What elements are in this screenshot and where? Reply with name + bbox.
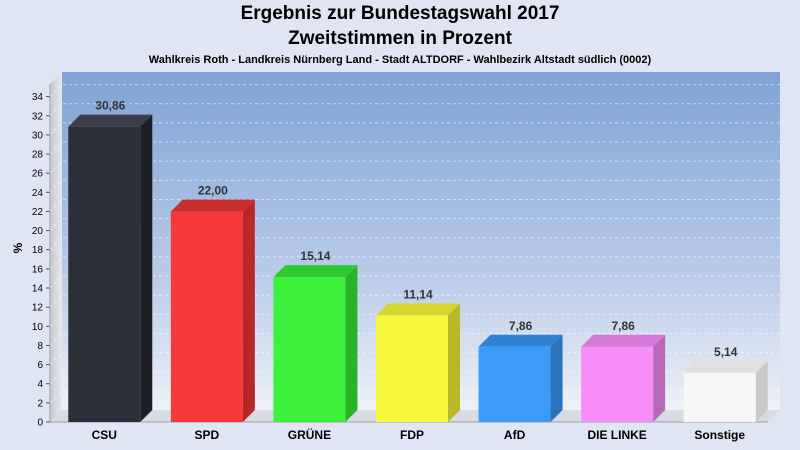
y-tick-label: 22: [32, 207, 44, 218]
y-tick-label: 20: [32, 226, 44, 237]
bar-front: [581, 346, 654, 422]
y-tick-label: 16: [32, 264, 44, 275]
y-tick-label: 12: [32, 303, 44, 314]
bar-side: [653, 334, 666, 422]
data-label: 7,86: [611, 319, 635, 333]
bar-front: [68, 126, 141, 422]
bar-grüne: 15,14: [273, 249, 358, 422]
x-tick-label: AfD: [504, 428, 526, 442]
y-tick-label: 2: [37, 398, 43, 409]
y-tick-label: 4: [37, 379, 43, 390]
y-tick-label: 8: [37, 341, 43, 352]
bar-side: [448, 303, 460, 422]
y-tick-label: 34: [32, 92, 44, 103]
y-tick-label: 32: [32, 111, 44, 122]
bar-side: [242, 199, 255, 422]
x-tick-label: CSU: [92, 428, 117, 442]
bar-front: [683, 372, 756, 422]
data-label: 7,86: [509, 319, 533, 333]
y-tick-label: 24: [32, 188, 44, 199]
data-label: 11,14: [403, 287, 433, 301]
bar-afd: 7,86: [478, 319, 563, 422]
data-label: 30,86: [95, 99, 125, 113]
bar-fdp: 11,14: [376, 287, 460, 422]
x-tick-label: FDP: [400, 428, 424, 442]
chart-subtitle: Wahlkreis Roth - Landkreis Nürnberg Land…: [148, 54, 652, 66]
bar-spd: 22,00: [170, 183, 255, 422]
bar-top: [273, 265, 358, 278]
bar-die-linke: 7,86: [581, 319, 666, 422]
y-axis-label: %: [11, 242, 25, 253]
bar-top: [68, 114, 153, 127]
plot-left-wall: [50, 72, 62, 422]
x-tick-label: GRÜNE: [288, 427, 331, 442]
y-tick-label: 10: [32, 322, 44, 333]
bar-front: [478, 346, 551, 422]
y-tick-label: 6: [37, 360, 43, 371]
bar-front: [273, 277, 346, 422]
bar-side: [550, 334, 563, 422]
data-label: 5,14: [714, 345, 738, 359]
bar-sonstige: 5,14: [683, 345, 768, 422]
bar-top: [170, 199, 255, 212]
x-tick-label: Sonstige: [694, 428, 745, 442]
chart-title: Ergebnis zur Bundestagswahl 2017: [240, 3, 560, 24]
bar-side: [140, 114, 153, 422]
bar-top: [376, 303, 460, 316]
y-tick-label: 0: [37, 418, 43, 429]
bar-side: [755, 360, 768, 422]
x-tick-label: DIE LINKE: [587, 428, 646, 442]
bar-csu: 30,86: [68, 99, 153, 422]
y-tick-label: 30: [32, 130, 44, 141]
x-tick-label: SPD: [195, 428, 220, 442]
data-label: 15,14: [300, 249, 330, 263]
bar-top: [683, 360, 768, 373]
chart-title-line2: Zweitstimmen in Prozent: [288, 28, 512, 49]
bar-top: [581, 334, 666, 347]
bar-front: [170, 211, 243, 422]
y-tick-label: 28: [32, 150, 44, 161]
y-tick-label: 26: [32, 169, 44, 180]
y-tick-label: 18: [32, 245, 44, 256]
y-tick-label: 14: [32, 284, 44, 295]
bar-side: [345, 265, 358, 422]
data-label: 22,00: [198, 183, 228, 197]
bar-top: [478, 334, 563, 347]
bar-front: [376, 315, 448, 422]
